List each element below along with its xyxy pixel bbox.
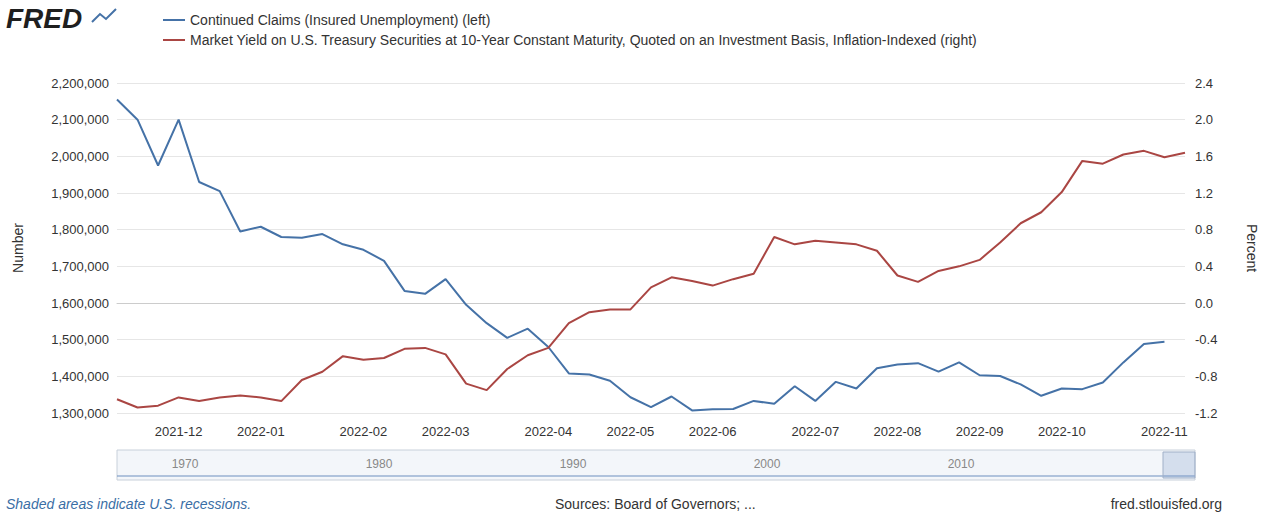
svg-text:2022-08: 2022-08 [874,424,922,439]
svg-text:2.0: 2.0 [1195,112,1213,127]
svg-text:2022-04: 2022-04 [524,424,572,439]
svg-text:FRED: FRED [6,3,82,34]
svg-text:2010: 2010 [948,457,975,471]
svg-text:0.8: 0.8 [1195,222,1213,237]
svg-text:-0.8: -0.8 [1195,369,1217,384]
svg-text:1,700,000: 1,700,000 [51,259,109,274]
svg-text:Market Yield on U.S. Treasury: Market Yield on U.S. Treasury Securities… [190,32,977,48]
svg-text:2022-11: 2022-11 [1141,424,1188,439]
svg-text:1.2: 1.2 [1195,186,1213,201]
svg-text:Continued Claims (Insured Unem: Continued Claims (Insured Unemployment) … [190,12,490,28]
svg-text:Percent: Percent [1244,224,1260,272]
svg-text:1,900,000: 1,900,000 [51,186,109,201]
svg-text:1,600,000: 1,600,000 [51,296,109,311]
svg-text:2022-10: 2022-10 [1038,424,1086,439]
svg-text:Sources: Board of Governors; .: Sources: Board of Governors; ... [555,496,756,512]
svg-text:fred.stlouisfed.org: fred.stlouisfed.org [1111,496,1222,512]
svg-text:-0.4: -0.4 [1195,332,1217,347]
svg-text:0.0: 0.0 [1195,296,1213,311]
svg-text:2022-01: 2022-01 [237,424,285,439]
svg-text:1,500,000: 1,500,000 [51,332,109,347]
svg-text:Number: Number [10,223,26,273]
svg-text:1980: 1980 [366,457,393,471]
svg-text:2.4: 2.4 [1195,76,1213,91]
svg-text:2022-02: 2022-02 [340,424,388,439]
svg-text:2,200,000: 2,200,000 [51,76,109,91]
svg-text:2000: 2000 [754,457,781,471]
svg-text:2022-09: 2022-09 [956,424,1004,439]
svg-text:1970: 1970 [172,457,199,471]
svg-text:-1.2: -1.2 [1195,406,1217,421]
svg-text:1,800,000: 1,800,000 [51,222,109,237]
svg-text:1,400,000: 1,400,000 [51,369,109,384]
svg-text:2,100,000: 2,100,000 [51,112,109,127]
svg-text:1.6: 1.6 [1195,149,1213,164]
svg-text:2022-03: 2022-03 [422,424,470,439]
svg-text:2022-07: 2022-07 [791,424,839,439]
svg-text:0.4: 0.4 [1195,259,1213,274]
svg-text:1990: 1990 [560,457,587,471]
svg-text:Shaded areas indicate U.S. rec: Shaded areas indicate U.S. recessions. [6,496,251,512]
svg-text:2021-12: 2021-12 [155,424,203,439]
svg-text:2022-06: 2022-06 [689,424,737,439]
svg-text:2022-05: 2022-05 [607,424,655,439]
svg-text:1,300,000: 1,300,000 [51,406,109,421]
svg-text:2,000,000: 2,000,000 [51,149,109,164]
